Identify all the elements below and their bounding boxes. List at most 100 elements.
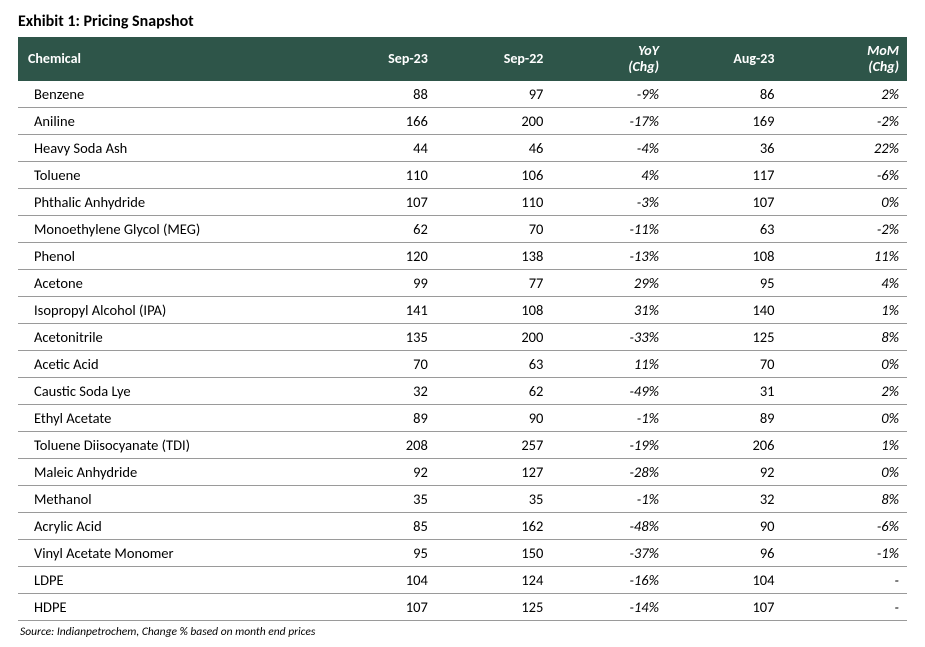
cell-sep22: 200 bbox=[436, 108, 552, 135]
cell-yoy: -48% bbox=[551, 513, 667, 540]
exhibit-container: Exhibit 1: Pricing Snapshot Chemical Sep… bbox=[0, 0, 925, 647]
cell-aug23: 108 bbox=[667, 243, 783, 270]
pricing-table-head: Chemical Sep-23 Sep-22 YoY (Chg) Aug-23 … bbox=[18, 37, 907, 81]
table-row: LDPE104124-16%104- bbox=[18, 567, 907, 594]
cell-mom: 4% bbox=[783, 270, 907, 297]
cell-sep23: 107 bbox=[320, 594, 436, 621]
cell-sep23: 99 bbox=[320, 270, 436, 297]
col-header-aug23: Aug-23 bbox=[667, 37, 783, 81]
cell-sep22: 35 bbox=[436, 486, 552, 513]
cell-sep23: 32 bbox=[320, 378, 436, 405]
cell-chemical: HDPE bbox=[18, 594, 320, 621]
cell-sep22: 106 bbox=[436, 162, 552, 189]
cell-mom: 2% bbox=[783, 378, 907, 405]
cell-sep22: 62 bbox=[436, 378, 552, 405]
cell-chemical: Acetic Acid bbox=[18, 351, 320, 378]
table-row: Acetonitrile135200-33%1258% bbox=[18, 324, 907, 351]
table-row: Methanol3535-1%328% bbox=[18, 486, 907, 513]
pricing-table: Chemical Sep-23 Sep-22 YoY (Chg) Aug-23 … bbox=[18, 37, 907, 621]
cell-sep22: 138 bbox=[436, 243, 552, 270]
cell-sep22: 70 bbox=[436, 216, 552, 243]
cell-aug23: 36 bbox=[667, 135, 783, 162]
cell-aug23: 96 bbox=[667, 540, 783, 567]
cell-aug23: 90 bbox=[667, 513, 783, 540]
cell-chemical: Monoethylene Glycol (MEG) bbox=[18, 216, 320, 243]
cell-aug23: 31 bbox=[667, 378, 783, 405]
table-row: Monoethylene Glycol (MEG)6270-11%63-2% bbox=[18, 216, 907, 243]
cell-yoy: -11% bbox=[551, 216, 667, 243]
cell-yoy: 4% bbox=[551, 162, 667, 189]
cell-yoy: -3% bbox=[551, 189, 667, 216]
cell-mom: 0% bbox=[783, 459, 907, 486]
table-row: Acetone997729%954% bbox=[18, 270, 907, 297]
table-row: Toluene Diisocyanate (TDI)208257-19%2061… bbox=[18, 432, 907, 459]
cell-yoy: -33% bbox=[551, 324, 667, 351]
cell-chemical: Maleic Anhydride bbox=[18, 459, 320, 486]
cell-sep23: 35 bbox=[320, 486, 436, 513]
table-row: Caustic Soda Lye3262-49%312% bbox=[18, 378, 907, 405]
col-header-sep23: Sep-23 bbox=[320, 37, 436, 81]
cell-sep23: 107 bbox=[320, 189, 436, 216]
cell-aug23: 107 bbox=[667, 189, 783, 216]
cell-sep23: 110 bbox=[320, 162, 436, 189]
col-header-yoy-sublabel: (Chg) bbox=[559, 59, 659, 75]
cell-mom: -6% bbox=[783, 162, 907, 189]
cell-sep22: 162 bbox=[436, 513, 552, 540]
col-header-sep22: Sep-22 bbox=[436, 37, 552, 81]
table-row: Vinyl Acetate Monomer95150-37%96-1% bbox=[18, 540, 907, 567]
table-row: Aniline166200-17%169-2% bbox=[18, 108, 907, 135]
cell-mom: 0% bbox=[783, 189, 907, 216]
cell-yoy: 29% bbox=[551, 270, 667, 297]
cell-aug23: 206 bbox=[667, 432, 783, 459]
col-header-chemical: Chemical bbox=[18, 37, 320, 81]
cell-mom: -6% bbox=[783, 513, 907, 540]
cell-chemical: Acetone bbox=[18, 270, 320, 297]
cell-chemical: Phenol bbox=[18, 243, 320, 270]
cell-sep23: 166 bbox=[320, 108, 436, 135]
cell-mom: 8% bbox=[783, 324, 907, 351]
cell-aug23: 117 bbox=[667, 162, 783, 189]
cell-aug23: 63 bbox=[667, 216, 783, 243]
cell-mom: 22% bbox=[783, 135, 907, 162]
cell-aug23: 107 bbox=[667, 594, 783, 621]
cell-sep23: 141 bbox=[320, 297, 436, 324]
cell-sep22: 150 bbox=[436, 540, 552, 567]
cell-sep22: 97 bbox=[436, 81, 552, 108]
cell-mom: 1% bbox=[783, 432, 907, 459]
source-note: Source: Indianpetrochem, Change % based … bbox=[18, 625, 907, 639]
cell-mom: 0% bbox=[783, 351, 907, 378]
table-row: Heavy Soda Ash4446-4%3622% bbox=[18, 135, 907, 162]
cell-aug23: 86 bbox=[667, 81, 783, 108]
cell-chemical: Vinyl Acetate Monomer bbox=[18, 540, 320, 567]
cell-yoy: -19% bbox=[551, 432, 667, 459]
cell-sep23: 85 bbox=[320, 513, 436, 540]
cell-mom: - bbox=[783, 567, 907, 594]
cell-sep22: 125 bbox=[436, 594, 552, 621]
table-row: Benzene8897-9%862% bbox=[18, 81, 907, 108]
cell-mom: - bbox=[783, 594, 907, 621]
cell-chemical: LDPE bbox=[18, 567, 320, 594]
exhibit-title: Exhibit 1: Pricing Snapshot bbox=[18, 12, 907, 31]
cell-chemical: Isopropyl Alcohol (IPA) bbox=[18, 297, 320, 324]
cell-yoy: 31% bbox=[551, 297, 667, 324]
cell-sep22: 124 bbox=[436, 567, 552, 594]
cell-yoy: -28% bbox=[551, 459, 667, 486]
cell-chemical: Benzene bbox=[18, 81, 320, 108]
col-header-yoy-label: YoY bbox=[638, 42, 659, 59]
cell-mom: 8% bbox=[783, 486, 907, 513]
cell-aug23: 70 bbox=[667, 351, 783, 378]
cell-chemical: Methanol bbox=[18, 486, 320, 513]
cell-sep23: 70 bbox=[320, 351, 436, 378]
cell-mom: -1% bbox=[783, 540, 907, 567]
col-header-mom: MoM (Chg) bbox=[783, 37, 907, 81]
cell-chemical: Toluene Diisocyanate (TDI) bbox=[18, 432, 320, 459]
cell-chemical: Acrylic Acid bbox=[18, 513, 320, 540]
cell-sep23: 104 bbox=[320, 567, 436, 594]
cell-sep23: 44 bbox=[320, 135, 436, 162]
table-row: Ethyl Acetate8990-1%890% bbox=[18, 405, 907, 432]
table-row: Maleic Anhydride92127-28%920% bbox=[18, 459, 907, 486]
table-row: Isopropyl Alcohol (IPA)14110831%1401% bbox=[18, 297, 907, 324]
table-row: Phenol120138-13%10811% bbox=[18, 243, 907, 270]
col-header-mom-label: MoM bbox=[867, 42, 899, 59]
cell-sep23: 88 bbox=[320, 81, 436, 108]
